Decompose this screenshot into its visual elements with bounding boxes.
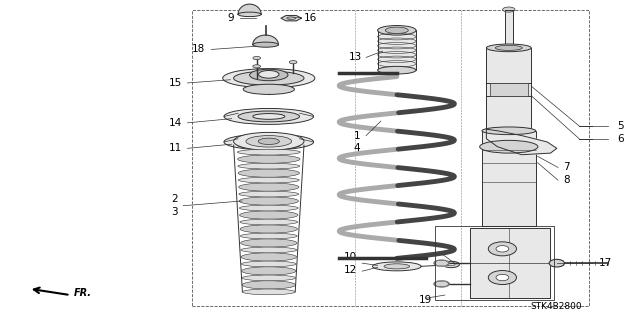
Ellipse shape bbox=[243, 84, 294, 94]
Bar bbox=[505, 10, 513, 48]
Ellipse shape bbox=[242, 275, 296, 281]
Ellipse shape bbox=[239, 205, 298, 211]
Ellipse shape bbox=[384, 264, 410, 269]
Bar bbox=[435, 226, 554, 300]
Polygon shape bbox=[281, 16, 301, 21]
Bar bbox=[482, 131, 536, 226]
Ellipse shape bbox=[259, 70, 279, 78]
Ellipse shape bbox=[238, 163, 300, 169]
Ellipse shape bbox=[238, 111, 300, 122]
Ellipse shape bbox=[224, 108, 314, 124]
Polygon shape bbox=[253, 35, 278, 45]
Ellipse shape bbox=[482, 127, 536, 135]
Bar bbox=[378, 30, 416, 70]
Ellipse shape bbox=[378, 26, 416, 35]
Ellipse shape bbox=[378, 66, 416, 74]
Text: 17: 17 bbox=[598, 258, 612, 268]
Text: 13: 13 bbox=[348, 52, 362, 63]
Ellipse shape bbox=[488, 242, 516, 256]
Ellipse shape bbox=[240, 219, 298, 225]
Bar bbox=[490, 83, 528, 96]
Ellipse shape bbox=[496, 274, 509, 281]
Ellipse shape bbox=[242, 267, 296, 275]
Text: 8: 8 bbox=[563, 175, 570, 185]
Text: 15: 15 bbox=[169, 78, 182, 88]
Ellipse shape bbox=[253, 42, 278, 47]
Text: 4: 4 bbox=[354, 143, 360, 153]
Polygon shape bbox=[470, 228, 550, 298]
Ellipse shape bbox=[496, 246, 509, 252]
Ellipse shape bbox=[549, 259, 564, 267]
Ellipse shape bbox=[289, 61, 297, 64]
Text: 19: 19 bbox=[419, 295, 432, 305]
Ellipse shape bbox=[495, 45, 522, 50]
Ellipse shape bbox=[253, 114, 285, 119]
Ellipse shape bbox=[238, 12, 261, 17]
Ellipse shape bbox=[502, 7, 515, 12]
Text: 12: 12 bbox=[344, 264, 357, 275]
Ellipse shape bbox=[250, 69, 288, 81]
Text: 7: 7 bbox=[563, 162, 570, 173]
Ellipse shape bbox=[239, 183, 299, 191]
Ellipse shape bbox=[234, 132, 304, 150]
Ellipse shape bbox=[237, 149, 300, 155]
Polygon shape bbox=[434, 260, 449, 266]
Text: 10: 10 bbox=[344, 252, 357, 262]
Ellipse shape bbox=[372, 262, 421, 271]
Ellipse shape bbox=[241, 247, 297, 253]
Ellipse shape bbox=[480, 140, 538, 153]
Text: 1: 1 bbox=[354, 130, 360, 141]
Ellipse shape bbox=[486, 44, 531, 52]
Ellipse shape bbox=[234, 71, 304, 85]
Polygon shape bbox=[486, 129, 557, 155]
Text: 6: 6 bbox=[618, 134, 624, 144]
Ellipse shape bbox=[238, 177, 300, 183]
Ellipse shape bbox=[434, 260, 449, 266]
Polygon shape bbox=[238, 4, 261, 14]
Ellipse shape bbox=[385, 27, 408, 33]
Polygon shape bbox=[434, 281, 449, 287]
Ellipse shape bbox=[443, 261, 460, 268]
Ellipse shape bbox=[252, 139, 285, 145]
Text: 16: 16 bbox=[304, 12, 317, 23]
Bar bbox=[486, 48, 531, 128]
Ellipse shape bbox=[241, 261, 296, 267]
Ellipse shape bbox=[239, 191, 299, 197]
Text: 2: 2 bbox=[172, 194, 178, 204]
Text: 14: 14 bbox=[169, 118, 182, 128]
Ellipse shape bbox=[240, 225, 298, 233]
Ellipse shape bbox=[237, 155, 300, 163]
Ellipse shape bbox=[239, 197, 298, 205]
Ellipse shape bbox=[243, 289, 295, 295]
Ellipse shape bbox=[223, 69, 315, 88]
Ellipse shape bbox=[488, 271, 516, 285]
Ellipse shape bbox=[238, 169, 300, 177]
Text: FR.: FR. bbox=[74, 288, 92, 298]
Ellipse shape bbox=[253, 65, 260, 68]
Ellipse shape bbox=[434, 281, 449, 287]
Ellipse shape bbox=[242, 281, 296, 289]
Text: 9: 9 bbox=[227, 12, 234, 23]
Ellipse shape bbox=[241, 253, 296, 261]
Text: 18: 18 bbox=[191, 44, 205, 55]
Ellipse shape bbox=[238, 136, 300, 148]
Ellipse shape bbox=[241, 239, 297, 247]
Text: 5: 5 bbox=[618, 121, 624, 131]
Ellipse shape bbox=[241, 233, 297, 239]
Text: 3: 3 bbox=[172, 207, 178, 217]
Text: 11: 11 bbox=[169, 143, 182, 153]
Ellipse shape bbox=[447, 263, 455, 266]
Ellipse shape bbox=[259, 138, 280, 145]
Ellipse shape bbox=[253, 56, 260, 60]
Ellipse shape bbox=[237, 141, 301, 149]
Ellipse shape bbox=[287, 17, 296, 19]
Ellipse shape bbox=[224, 134, 314, 150]
Text: STK4B2800: STK4B2800 bbox=[531, 302, 582, 311]
Bar bbox=[192, 10, 589, 306]
Ellipse shape bbox=[246, 136, 292, 147]
Ellipse shape bbox=[239, 211, 298, 219]
